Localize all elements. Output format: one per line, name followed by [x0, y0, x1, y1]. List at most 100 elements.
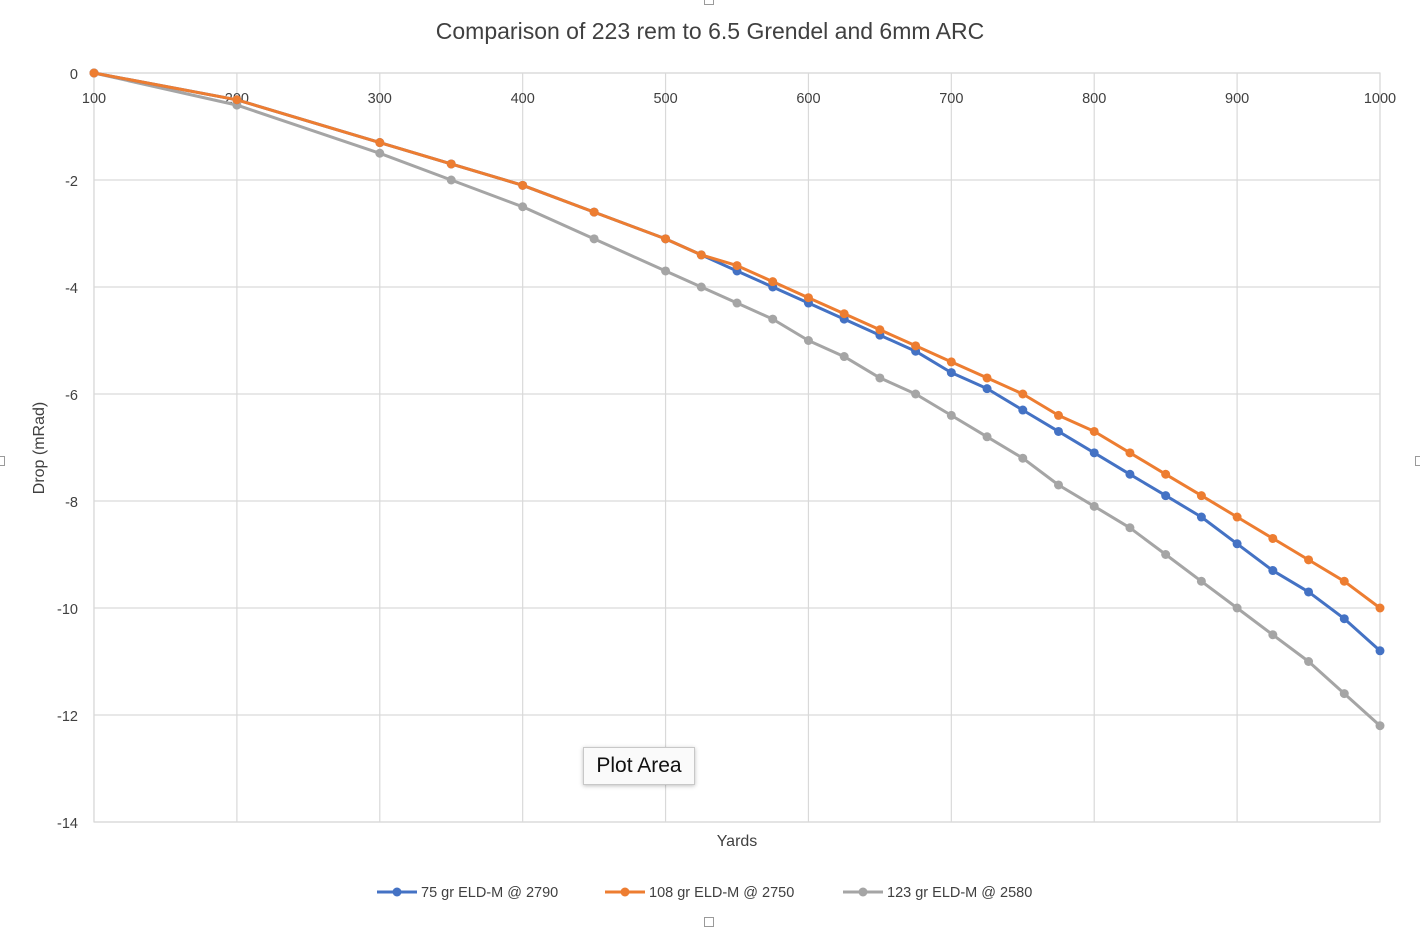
resize-handle-right[interactable] [1415, 456, 1420, 466]
data-point[interactable] [1125, 448, 1135, 458]
data-point[interactable] [1232, 512, 1242, 522]
data-point[interactable] [875, 373, 885, 383]
data-point[interactable] [1304, 555, 1314, 565]
data-point[interactable] [446, 159, 456, 169]
legend-item[interactable]: 108 gr ELD-M @ 2750 [605, 885, 794, 901]
resize-handle-bottom[interactable] [704, 917, 714, 927]
data-point[interactable] [1161, 550, 1171, 559]
data-point[interactable] [982, 384, 992, 394]
data-point[interactable] [732, 298, 742, 308]
y-tick-label: 0 [70, 67, 78, 83]
data-point[interactable] [1089, 448, 1099, 458]
y-tick-label: -8 [65, 495, 78, 511]
data-point[interactable] [661, 266, 671, 276]
x-tick-label: 800 [1082, 91, 1106, 107]
x-tick-label: 900 [1225, 91, 1249, 107]
data-point[interactable] [1268, 533, 1278, 543]
data-point[interactable] [768, 277, 778, 287]
data-point[interactable] [768, 314, 778, 324]
data-point[interactable] [1304, 587, 1314, 597]
data-point[interactable] [839, 309, 849, 319]
x-tick-label: 600 [796, 91, 820, 107]
data-point[interactable] [1089, 426, 1099, 436]
legend-swatch-marker [392, 887, 402, 897]
legend-label: 108 gr ELD-M @ 2750 [649, 885, 794, 901]
data-point[interactable] [1232, 539, 1242, 549]
data-point[interactable] [661, 234, 671, 244]
data-point[interactable] [1196, 576, 1206, 586]
data-point[interactable] [518, 180, 528, 190]
data-point[interactable] [1054, 410, 1063, 420]
data-point[interactable] [946, 368, 956, 378]
data-point[interactable] [946, 410, 956, 420]
data-point[interactable] [1339, 689, 1349, 699]
x-tick-label: 700 [939, 91, 963, 107]
data-point[interactable] [1375, 646, 1385, 656]
data-point[interactable] [982, 432, 992, 442]
data-point[interactable] [518, 202, 528, 212]
series-3[interactable] [89, 68, 1385, 731]
data-point[interactable] [1018, 405, 1028, 415]
data-point[interactable] [982, 373, 992, 383]
data-point[interactable] [1375, 603, 1385, 613]
data-point[interactable] [696, 250, 706, 260]
data-point[interactable] [1196, 512, 1206, 522]
x-tick-label: 500 [653, 91, 677, 107]
data-point[interactable] [1268, 566, 1278, 576]
data-point[interactable] [911, 389, 921, 399]
data-point[interactable] [875, 325, 885, 335]
data-point[interactable] [1089, 501, 1099, 511]
data-point[interactable] [1268, 630, 1278, 640]
series-line[interactable] [93, 71, 1382, 727]
legend-item[interactable]: 123 gr ELD-M @ 2580 [843, 885, 1032, 901]
data-point[interactable] [1125, 469, 1135, 479]
data-point[interactable] [1125, 523, 1135, 533]
series-line[interactable] [93, 71, 1382, 652]
x-tick-label: 100 [82, 91, 106, 107]
data-point[interactable] [375, 138, 385, 148]
legend-swatch-marker [620, 887, 630, 897]
data-point[interactable] [803, 293, 813, 303]
x-tick-label: 300 [368, 91, 392, 107]
legend-item[interactable]: 75 gr ELD-M @ 2790 [377, 885, 558, 901]
x-axis-label: Yards [717, 833, 758, 850]
data-point[interactable] [446, 175, 456, 185]
data-point[interactable] [375, 148, 385, 158]
data-point[interactable] [696, 282, 706, 292]
data-point[interactable] [911, 341, 921, 351]
data-point[interactable] [1161, 491, 1171, 501]
data-point[interactable] [1018, 453, 1028, 463]
data-point[interactable] [1375, 721, 1385, 731]
data-point[interactable] [803, 336, 813, 345]
data-point[interactable] [1018, 389, 1028, 399]
data-point[interactable] [232, 95, 242, 105]
data-point[interactable] [1232, 603, 1242, 613]
data-point[interactable] [589, 234, 599, 244]
data-point[interactable] [1054, 480, 1063, 490]
legend-swatch-marker [858, 887, 868, 897]
series-1[interactable] [89, 68, 1385, 656]
data-point[interactable] [839, 352, 849, 362]
legend-label: 75 gr ELD-M @ 2790 [421, 885, 558, 901]
data-point[interactable] [589, 207, 599, 217]
y-axis-label: Drop (mRad) [31, 402, 48, 494]
chart-title: Comparison of 223 rem to 6.5 Grendel and… [436, 18, 984, 44]
data-point[interactable] [1339, 576, 1349, 586]
series-line[interactable] [93, 71, 1381, 610]
data-point[interactable] [1339, 614, 1349, 624]
y-tick-label: -6 [65, 388, 78, 404]
data-point[interactable] [732, 261, 742, 271]
series-2[interactable] [89, 68, 1385, 613]
resize-handle-left[interactable] [0, 456, 5, 466]
data-point[interactable] [89, 68, 99, 78]
y-tick-label: -4 [65, 281, 78, 297]
data-point[interactable] [1161, 469, 1171, 479]
data-point[interactable] [1054, 426, 1063, 436]
data-point[interactable] [1196, 491, 1206, 501]
y-tick-label: -14 [57, 816, 78, 832]
data-point[interactable] [1304, 657, 1314, 666]
data-point[interactable] [946, 357, 956, 367]
resize-handle-top[interactable] [704, 0, 714, 5]
